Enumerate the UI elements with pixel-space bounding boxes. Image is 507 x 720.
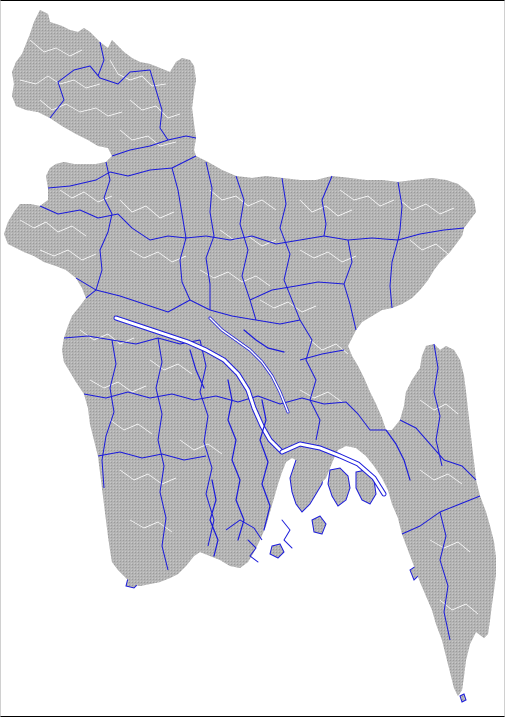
- district-line: [215, 395, 325, 405]
- district-line: [47, 155, 197, 189]
- river-coastal-2: [281, 519, 293, 549]
- river-jamuna: [209, 317, 289, 413]
- river-meghna: [280, 442, 386, 496]
- subdistrict-line: [59, 189, 113, 203]
- subdistrict-line: [309, 339, 349, 355]
- river-channel-2: [259, 399, 271, 531]
- river-karnaphuli: [385, 429, 411, 481]
- district-line: [199, 339, 215, 547]
- island-small-5: [459, 693, 467, 703]
- district-line: [63, 335, 201, 345]
- district-line: [97, 41, 105, 77]
- subdistrict-line: [299, 249, 357, 263]
- district-line: [323, 401, 386, 431]
- district-line: [101, 339, 117, 489]
- subdistrict-line: [219, 229, 277, 247]
- island-hatiya: [327, 467, 351, 507]
- subdistrict-line: [109, 419, 153, 435]
- subdistrict-line: [339, 189, 395, 207]
- river-network: [113, 315, 411, 563]
- island-small-1: [311, 515, 327, 535]
- subdistrict-line: [179, 439, 223, 455]
- subdistrict-line: [149, 359, 193, 375]
- district-line: [75, 277, 301, 325]
- district-line: [321, 175, 333, 237]
- island-small-2: [269, 543, 285, 559]
- district-line: [49, 65, 151, 119]
- district-line: [205, 227, 465, 245]
- subdistrict-line: [429, 539, 471, 553]
- subdistrict-line: [259, 299, 317, 313]
- subdistrict-line: [89, 379, 147, 393]
- subdistrict-line: [299, 199, 353, 217]
- land-outline: [3, 9, 497, 697]
- district-line: [299, 319, 321, 441]
- subdistrict-line: [409, 239, 449, 255]
- subdistrict-line: [129, 249, 187, 263]
- district-line: [439, 511, 451, 641]
- subdistrict-line: [199, 269, 271, 287]
- district-line: [155, 337, 169, 571]
- district-line: [389, 181, 403, 309]
- river-channel-1: [227, 379, 245, 541]
- district-line: [83, 391, 217, 401]
- subdistrict-line: [299, 389, 343, 403]
- district-line: [97, 451, 207, 461]
- subdistrict-line: [119, 469, 177, 485]
- subdistrict-line: [29, 39, 83, 57]
- subdistrict-line: [119, 199, 175, 219]
- subdistrict-line: [19, 75, 101, 89]
- river-channel-5: [189, 349, 205, 389]
- subdistrict-line: [419, 469, 463, 485]
- district-line: [85, 161, 113, 299]
- district-line: [171, 167, 191, 301]
- district-line: [249, 281, 345, 301]
- subdistrict-line: [399, 199, 455, 215]
- district-line: [149, 69, 169, 141]
- district-line: [39, 205, 207, 241]
- district-line: [299, 349, 345, 361]
- district-boundaries: [39, 41, 481, 641]
- district-line: [279, 177, 301, 321]
- subdistrict-line: [419, 399, 459, 415]
- subdistrict-line: [129, 99, 181, 119]
- subdistrict-line: [119, 129, 177, 147]
- subdistrict-line: [439, 599, 479, 615]
- subdistrict-line: [209, 189, 277, 211]
- subdistrict-line: [39, 99, 123, 117]
- subdistrict-line: [39, 249, 97, 261]
- river-channel-3: [209, 479, 219, 557]
- river-channel-4: [243, 329, 285, 353]
- subdistrict-line: [19, 219, 87, 237]
- district-line: [111, 135, 197, 157]
- district-line: [433, 343, 443, 467]
- district-line: [399, 419, 477, 481]
- district-line: [225, 519, 263, 541]
- river-coastal-1: [247, 539, 259, 563]
- district-line: [205, 161, 215, 310]
